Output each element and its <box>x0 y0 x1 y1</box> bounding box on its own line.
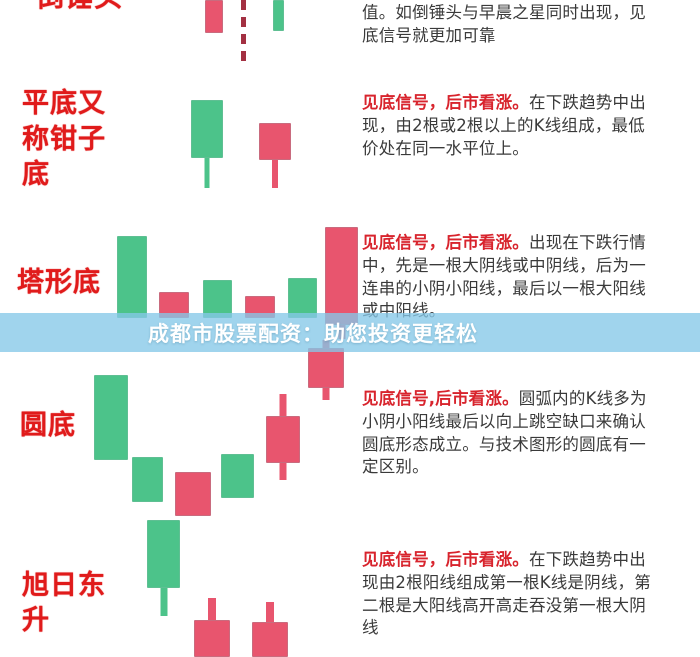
candle-up <box>94 375 128 460</box>
candle-body <box>221 454 254 498</box>
candle-up <box>221 454 254 498</box>
description-top-cut: 值。如倒锤头与早晨之星同时出现，见底信号就更加可靠 <box>362 2 658 48</box>
candle-down <box>194 598 230 657</box>
pattern-label-flat-bottom: 平底又 称钳子 底 <box>22 88 106 191</box>
pattern-label-round-bottom: 圆底 <box>20 410 76 441</box>
candle-body <box>147 520 180 588</box>
description-highlight: 见底信号，后市看涨。 <box>362 550 529 569</box>
promo-banner: 成都市股票配资：助您投资更轻松 <box>0 313 700 352</box>
candle-upper-wick <box>279 394 287 416</box>
candle-up <box>147 520 180 616</box>
candle-lower-wick <box>160 588 167 616</box>
candle-body <box>132 457 163 502</box>
description-text: 在下跌趋势中出现，由2根或2根以上的K线组成，最低价处在同一水平位上。 <box>362 93 646 158</box>
candle-body <box>175 472 211 516</box>
candle-up <box>288 278 317 318</box>
candle-body <box>288 278 317 318</box>
description-text: 在下跌趋势中出现由2根阳线组成第一根K线是阴线，第二根是大阳线高开高走吞没第一根… <box>362 550 651 638</box>
candle-body <box>266 416 300 463</box>
candle-body <box>117 236 147 318</box>
candle-lower-wick <box>272 160 278 188</box>
candle-down <box>205 0 223 33</box>
candle-up <box>117 236 147 318</box>
candle-up <box>203 280 232 318</box>
candle-body <box>203 280 232 318</box>
candle-body <box>273 0 284 31</box>
row-top-cut-label-clip: 倒锤头 <box>0 0 700 22</box>
candle-up <box>273 0 284 31</box>
promo-banner-text: 成都市股票配资：助您投资更轻松 <box>148 321 478 346</box>
candle-down <box>259 123 291 188</box>
candle-body <box>325 227 358 325</box>
candle-body <box>94 375 128 460</box>
description-highlight: 见底信号，后市看涨。 <box>362 93 529 112</box>
description-highlight: 见底信号,后市看涨。 <box>362 389 519 408</box>
pattern-label-tower-bottom: 塔形底 <box>17 267 101 298</box>
candle-down <box>266 394 300 480</box>
description-text: 圆弧内的K线多为小阴小阳线最后以向上跳空缺口来确认圆底形态成立。与技术图形的圆底… <box>362 389 647 477</box>
pattern-label-top-cut: 倒锤头 <box>36 0 123 13</box>
dashed-divider <box>241 0 246 68</box>
candle-down <box>175 472 211 516</box>
candle-lower-wick <box>322 388 330 400</box>
candle-upper-wick <box>208 598 216 620</box>
candle-body <box>194 620 230 657</box>
candle-body <box>205 0 223 33</box>
description-round-bottom: 见底信号,后市看涨。圆弧内的K线多为小阴小阳线最后以向上跳空缺口来确认圆底形态成… <box>362 388 658 479</box>
description-rising-sun: 见底信号，后市看涨。在下跌趋势中出现由2根阳线组成第一根K线是阴线，第二根是大阳… <box>362 549 658 640</box>
description-tower-bottom: 见底信号，后市看涨。出现在下跌行情中，先是一根大阴线或中阴线，后为一连串的小阴小… <box>362 232 658 323</box>
candle-lower-wick <box>279 463 287 480</box>
description-text: 值。如倒锤头与早晨之星同时出现，见底信号就更加可靠 <box>362 3 646 45</box>
candle-body <box>259 123 291 160</box>
candle-up <box>132 457 163 502</box>
description-flat-bottom: 见底信号，后市看涨。在下跌趋势中出现，由2根或2根以上的K线组成，最低价处在同一… <box>362 92 658 160</box>
candle-body <box>308 348 344 388</box>
candle-up <box>191 100 223 188</box>
candle-lower-wick <box>204 158 210 188</box>
candle-upper-wick <box>266 602 274 622</box>
pattern-label-rising-sun: 旭日东 升 <box>22 570 106 637</box>
description-highlight: 见底信号，后市看涨。 <box>362 233 529 252</box>
candle-body <box>191 100 223 158</box>
candle-body <box>252 622 288 657</box>
candle-down <box>308 340 344 400</box>
candle-down <box>252 602 288 657</box>
